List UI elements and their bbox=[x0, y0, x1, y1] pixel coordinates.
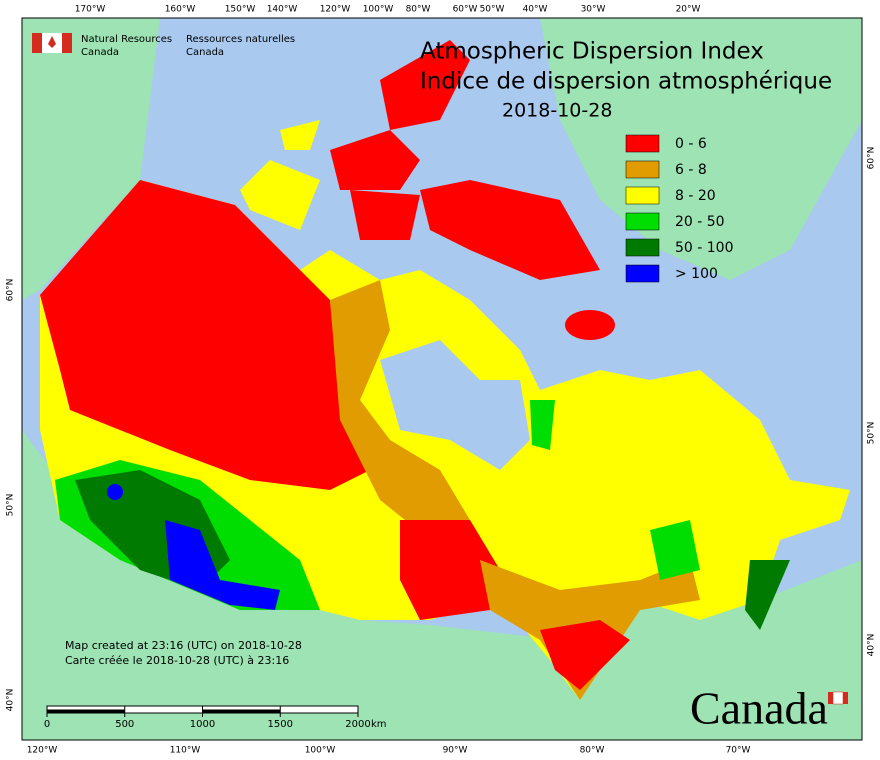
footer-note: Carte créée le 2018-10-28 (UTC) à 23:16 bbox=[65, 654, 289, 667]
longitude-label: 90°W bbox=[443, 746, 468, 756]
legend-swatch bbox=[625, 134, 660, 153]
title: Indice de dispersion atmosphérique bbox=[420, 69, 832, 95]
latitude-label: 50°N bbox=[867, 422, 877, 445]
arctic-island bbox=[330, 130, 420, 190]
legend-swatch bbox=[625, 160, 660, 179]
legend-swatch bbox=[625, 186, 660, 205]
scale-segment bbox=[202, 709, 281, 713]
scale-label: 2000 bbox=[345, 719, 370, 730]
latitude-label: 60°N bbox=[6, 279, 16, 302]
longitude-label: 120°W bbox=[27, 746, 58, 756]
legend-label: 0 - 6 bbox=[675, 136, 707, 152]
longitude-label: 80°W bbox=[580, 746, 605, 756]
agency-name: Ressources naturelles bbox=[186, 34, 295, 45]
agency-name: Natural Resources bbox=[81, 34, 172, 45]
longitude-label: 160°W bbox=[165, 5, 196, 15]
scale-label: 0 bbox=[44, 719, 50, 730]
longitude-label: 60°W bbox=[453, 5, 478, 15]
latitude-label: 40°N bbox=[867, 634, 877, 657]
legend-label: 20 - 50 bbox=[675, 214, 725, 230]
longitude-label: 70°W bbox=[726, 746, 751, 756]
longitude-label: 40°W bbox=[523, 5, 548, 15]
zone-blue bbox=[165, 520, 280, 610]
hudson-bay bbox=[380, 340, 530, 470]
zone-red-southontario bbox=[540, 620, 630, 690]
zone-red-ontario bbox=[400, 520, 500, 620]
frame bbox=[21, 17, 863, 741]
longitude-label: 170°W bbox=[75, 5, 106, 15]
zone-darkgreen-east bbox=[745, 560, 790, 630]
longitude-label: 20°W bbox=[676, 5, 701, 15]
scale-label: 1500 bbox=[268, 719, 293, 730]
latitude-label: 60°N bbox=[867, 147, 877, 170]
scale-segment bbox=[47, 709, 125, 713]
latitude-label: 50°N bbox=[6, 494, 16, 517]
zone-orange-centre bbox=[330, 280, 470, 540]
legend-swatch bbox=[625, 238, 660, 257]
longitude-label: 80°W bbox=[406, 5, 431, 15]
longitude-label: 30°W bbox=[581, 5, 606, 15]
longitude-label: 100°W bbox=[363, 5, 394, 15]
legend-label: 50 - 100 bbox=[675, 240, 734, 256]
wordmark-flag bbox=[832, 691, 844, 705]
arctic-island bbox=[420, 180, 600, 280]
longitude-label: 150°W bbox=[225, 5, 256, 15]
longitude-label: 100°W bbox=[305, 746, 336, 756]
arctic-island bbox=[240, 160, 320, 230]
latitude-label: 40°N bbox=[6, 689, 16, 712]
wordmark: Canada bbox=[690, 683, 828, 734]
usa bbox=[22, 430, 862, 740]
zone-red-northwest bbox=[40, 180, 370, 490]
logo-flag bbox=[62, 33, 72, 53]
logo-leaf bbox=[48, 36, 56, 48]
legend-swatch bbox=[625, 264, 660, 283]
logo-flag bbox=[32, 33, 42, 53]
legend-label: 6 - 8 bbox=[675, 162, 707, 178]
alaska bbox=[22, 18, 160, 300]
longitude-label: 140°W bbox=[267, 5, 298, 15]
scale-label: 1000 bbox=[190, 719, 215, 730]
longitude-label: 50°W bbox=[480, 5, 505, 15]
scale-label: 500 bbox=[115, 719, 134, 730]
zone-green-north bbox=[530, 400, 555, 450]
zone-red-baffin bbox=[565, 310, 615, 340]
date: 2018-10-28 bbox=[502, 100, 612, 122]
greenland bbox=[540, 18, 862, 280]
longitude-label: 120°W bbox=[320, 5, 351, 15]
zone-green-east bbox=[650, 520, 700, 580]
legend-swatch bbox=[625, 212, 660, 231]
longitude-label: 110°W bbox=[170, 746, 201, 756]
footer-note: Map created at 23:16 (UTC) on 2018-10-28 bbox=[65, 639, 302, 652]
arctic-island bbox=[380, 40, 470, 130]
arctic-island bbox=[350, 190, 420, 240]
title: Atmospheric Dispersion Index bbox=[420, 39, 764, 65]
agency-name: Canada bbox=[81, 47, 119, 58]
legend-label: > 100 bbox=[675, 266, 718, 282]
arctic-island bbox=[280, 120, 320, 150]
wordmark-flag bbox=[828, 692, 833, 704]
wordmark-flag bbox=[843, 692, 848, 704]
legend-label: 8 - 20 bbox=[675, 188, 716, 204]
zone-blue bbox=[107, 484, 123, 500]
scale-unit: km bbox=[371, 719, 387, 730]
agency-name: Canada bbox=[186, 47, 224, 58]
